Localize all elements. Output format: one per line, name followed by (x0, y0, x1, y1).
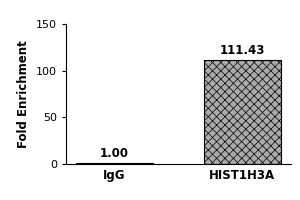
Bar (76, 163, 153, 164)
Y-axis label: Fold Enrichment: Fold Enrichment (17, 40, 30, 148)
Text: 1.00: 1.00 (100, 147, 129, 160)
Bar (204, 60, 281, 164)
Text: 111.43: 111.43 (220, 44, 265, 57)
